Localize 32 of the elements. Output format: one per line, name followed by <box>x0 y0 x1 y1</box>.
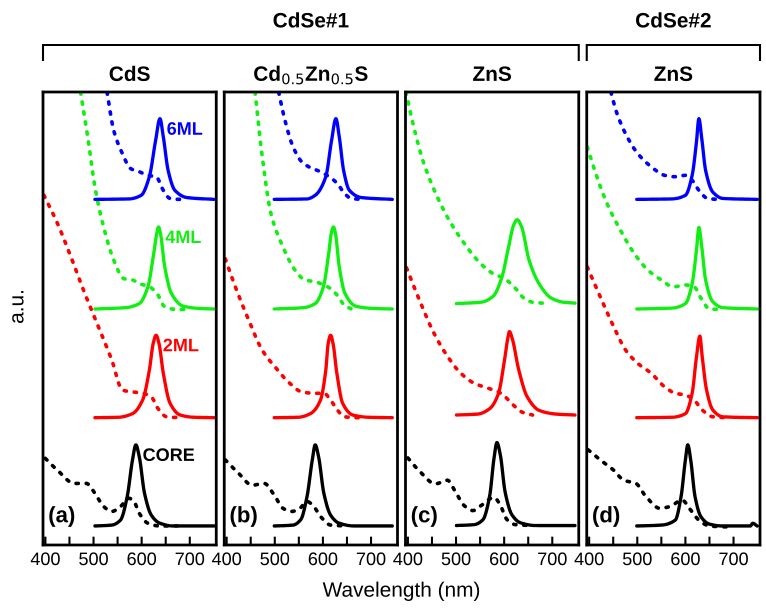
x-tick-label: 500 <box>442 552 470 566</box>
series-label: CORE <box>143 448 194 462</box>
x-tick-label: 500 <box>79 552 108 566</box>
x-tick-label: 600 <box>490 552 519 566</box>
x-tick-label: 500 <box>622 552 652 566</box>
x-tick-label: 700 <box>176 552 204 566</box>
annotation: (c) <box>412 506 437 527</box>
text: CdSe#1 <box>274 12 349 28</box>
x-tick-label: 700 <box>538 552 567 566</box>
annotation: (b) <box>230 506 257 527</box>
chart-title: ZnS <box>473 66 511 82</box>
series-label: 2ML <box>163 338 198 352</box>
x-axis-title: Wavelength (nm) <box>322 582 480 601</box>
chart-title: ZnS <box>654 66 692 82</box>
series-label: 4ML <box>166 230 201 243</box>
y-axis-title: a.u. <box>12 291 24 323</box>
annotation: (d) <box>593 506 620 527</box>
x-tick-label: 600 <box>671 552 700 566</box>
x-tick-label: 400 <box>212 552 242 566</box>
annotation: (a) <box>49 506 74 527</box>
x-tick-label: 600 <box>128 552 156 566</box>
x-tick-label: 400 <box>393 552 422 566</box>
x-tick-label: 400 <box>30 552 60 566</box>
chart-title: Cd$_{0.5}$Zn$_{0.5}$S <box>254 66 368 84</box>
text: CdSe#2 <box>636 12 711 28</box>
x-tick-label: 700 <box>719 552 748 566</box>
chart-title: CdS <box>110 66 150 82</box>
x-tick-label: 700 <box>356 552 386 566</box>
x-tick-label: 500 <box>260 552 290 566</box>
x-tick-label: 400 <box>574 552 604 566</box>
x-tick-label: 600 <box>308 552 338 566</box>
series-label: 6ML <box>167 122 202 135</box>
